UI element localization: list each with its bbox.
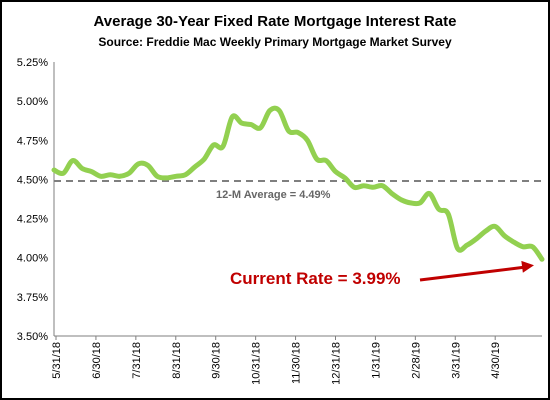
x-tick-label: 3/31/19 — [450, 342, 462, 379]
x-tick-label: 11/30/18 — [291, 342, 303, 384]
axes: 3.50% 3.75% 4.00% 4.25% 4.50% 4.75% 5.00% 5.25%… — [17, 57, 542, 385]
y-tick-label: 3.75% — [17, 292, 48, 304]
x-tick-label: 5/31/18 — [51, 342, 63, 379]
callout-group: Current Rate = 3.99% — [230, 260, 534, 288]
series-line-rate — [51, 105, 545, 262]
x-tick-label: 2/28/19 — [410, 342, 422, 379]
y-tick-label: 4.75% — [17, 135, 48, 147]
x-tick-label: 10/31/18 — [251, 342, 263, 385]
x-tick-label: 6/30/18 — [91, 342, 103, 379]
series-group — [51, 105, 545, 262]
y-tick-label: 5.00% — [17, 96, 48, 108]
callout-label: Current Rate = 3.99% — [230, 269, 401, 288]
x-tick-label: 8/31/18 — [171, 342, 183, 379]
x-tick-label: 1/31/19 — [370, 342, 382, 379]
x-tick-label: 9/30/18 — [211, 342, 223, 379]
average-label: 12-M Average = 4.49% — [216, 189, 331, 201]
x-tick-label: 7/31/18 — [131, 342, 143, 379]
y-tick-label: 4.00% — [17, 253, 48, 265]
callout-arrow-shaft — [419, 265, 525, 282]
y-tick-label: 5.25% — [17, 57, 48, 69]
chart-title: Average 30-Year Fixed Rate Mortgage Inte… — [94, 13, 457, 30]
y-tick-label: 4.25% — [17, 214, 48, 226]
callout-arrow-head — [521, 260, 534, 273]
x-tick-label: 12/31/18 — [330, 342, 342, 385]
y-tick-label: 3.50% — [17, 331, 48, 343]
y-tick-label: 4.50% — [17, 174, 48, 186]
x-tick-label: 4/30/19 — [490, 342, 502, 379]
average-group: 12-M Average = 4.49% — [54, 179, 542, 201]
chart-subtitle: Source: Freddie Mac Weekly Primary Mortg… — [98, 35, 452, 49]
